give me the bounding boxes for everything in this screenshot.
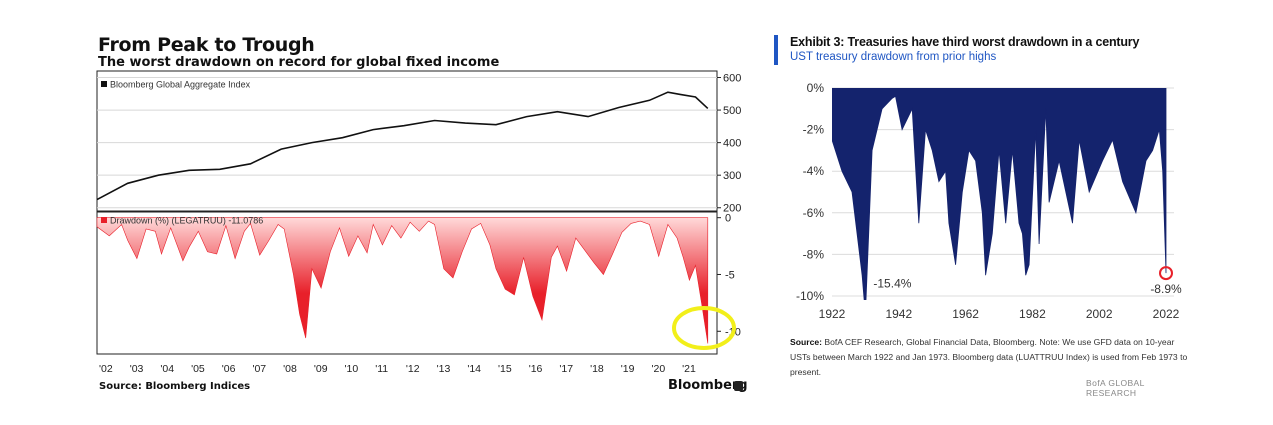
- ust-series-area: [832, 88, 1167, 300]
- drawdown-x-tick-label: '15: [498, 363, 512, 375]
- index-y-axis: 600 500 400 300 200: [717, 73, 741, 215]
- drawdown-series-area: [96, 217, 709, 344]
- bloomberg-mark-icon: [734, 381, 743, 391]
- drawdown-x-tick-label: '16: [529, 363, 543, 375]
- ust-y-tick-label: 0%: [807, 81, 825, 95]
- drawdown-x-tick-label: '17: [559, 363, 573, 375]
- right-source-note: Source: BofA CEF Research, Global Financ…: [790, 335, 1190, 380]
- bofa-brand: BofA GLOBAL RESEARCH: [1086, 378, 1145, 398]
- left-chart-panel: From Peak to Trough The worst drawdown o…: [96, 34, 748, 396]
- right-chart-panel: Exhibit 3: Treasuries have third worst d…: [774, 34, 1194, 398]
- ust-y-tick-label: -6%: [803, 206, 825, 220]
- ust-y-tick-label: -8%: [803, 247, 825, 261]
- ust-y-tick-label: -2%: [803, 123, 825, 137]
- ust-x-tick-label: 2022: [1153, 307, 1180, 321]
- latest-point-marker: [1159, 266, 1173, 281]
- right-chart-svg: 0% -2% -4% -6% -8% -10% 1922 1942 1962 1982 2002 2…: [796, 81, 1182, 321]
- drawdown-legend: Drawdown (%) (LEGATRUU) -11.0786: [101, 216, 263, 226]
- index-legend: Bloomberg Global Aggregate Index: [101, 80, 251, 90]
- drawdown-area-group: [96, 217, 709, 344]
- trough-highlight-circle: [672, 306, 736, 350]
- ust-x-tick-label: 1922: [819, 307, 846, 321]
- index-line-group: [96, 91, 709, 201]
- drawdown-x-tick-label: '03: [130, 363, 144, 375]
- right-chart-title: Exhibit 3: Treasuries have third worst d…: [790, 35, 1140, 49]
- ust-annotation-latest: -8.9%: [1150, 282, 1182, 296]
- drawdown-x-tick-label: '19: [621, 363, 635, 375]
- index-y-tick-label: 600: [723, 73, 741, 85]
- ust-x-tick-label: 1982: [1019, 307, 1046, 321]
- bloomberg-logo: Bloomberg: [668, 378, 748, 393]
- index-grid: [97, 77, 717, 209]
- drawdown-x-tick-label: '12: [406, 363, 420, 375]
- ust-annotations: -15.4% -8.9%: [873, 266, 1182, 296]
- drawdown-x-tick-label: '10: [345, 363, 359, 375]
- index-legend-swatch: [101, 81, 107, 87]
- ust-y-axis: 0% -2% -4% -6% -8% -10%: [796, 81, 824, 303]
- exhibit-accent-bar: [774, 35, 778, 65]
- ust-drawdown-area: [832, 88, 1167, 300]
- drawdown-y-tick-label: 0: [725, 213, 731, 225]
- drawdown-x-tick-label: '08: [283, 363, 297, 375]
- drawdown-x-tick-label: '20: [651, 363, 665, 375]
- drawdown-x-axis: '02 '03 '04 '05 '06 '07 '08 '09 '10 '11 '12 '13 '14 '…: [99, 363, 696, 375]
- drawdown-x-tick-label: '07: [252, 363, 266, 375]
- drawdown-x-tick-label: '21: [682, 363, 696, 375]
- drawdown-x-tick-label: '13: [437, 363, 451, 375]
- index-y-tick-label: 500: [723, 105, 741, 117]
- drawdown-x-tick-label: '11: [375, 363, 388, 375]
- index-y-tick-label: 300: [723, 170, 741, 182]
- right-source-text: BofA CEF Research, Global Financial Data…: [790, 337, 1188, 377]
- left-chart-title: From Peak to Trough: [98, 34, 315, 56]
- drawdown-x-tick-label: '04: [160, 363, 174, 375]
- ust-x-axis: 1922 1942 1962 1982 2002 2022: [819, 307, 1180, 321]
- ust-x-tick-label: 2002: [1086, 307, 1113, 321]
- ust-x-tick-label: 1942: [885, 307, 912, 321]
- drawdown-y-tick-label: -5: [725, 269, 735, 281]
- drawdown-x-tick-label: '18: [590, 363, 604, 375]
- right-source-label: Source:: [790, 337, 822, 347]
- drawdown-legend-swatch: [101, 217, 107, 223]
- ust-annotation-min: -15.4%: [873, 277, 911, 291]
- ust-y-tick-label: -4%: [803, 164, 825, 178]
- index-y-tick-label: 200: [723, 203, 741, 215]
- drawdown-x-tick-label: '09: [314, 363, 328, 375]
- ust-x-tick-label: 1962: [952, 307, 979, 321]
- ust-y-tick-label: -10%: [796, 289, 824, 303]
- right-chart-subtitle: UST treasury drawdown from prior highs: [790, 51, 997, 63]
- drawdown-legend-label: Drawdown (%) (LEGATRUU) -11.0786: [110, 216, 263, 226]
- index-legend-label: Bloomberg Global Aggregate Index: [110, 80, 251, 90]
- left-chart-subtitle: The worst drawdown on record for global …: [98, 55, 500, 70]
- drawdown-x-tick-label: '05: [191, 363, 205, 375]
- drawdown-x-tick-label: '02: [99, 363, 113, 375]
- drawdown-x-tick-label: '06: [222, 363, 236, 375]
- index-plot-frame: [96, 70, 718, 212]
- left-source: Source: Bloomberg Indices: [99, 381, 251, 392]
- drawdown-x-tick-label: '14: [467, 363, 481, 375]
- index-series-line: [96, 91, 709, 201]
- index-y-tick-label: 400: [723, 138, 741, 150]
